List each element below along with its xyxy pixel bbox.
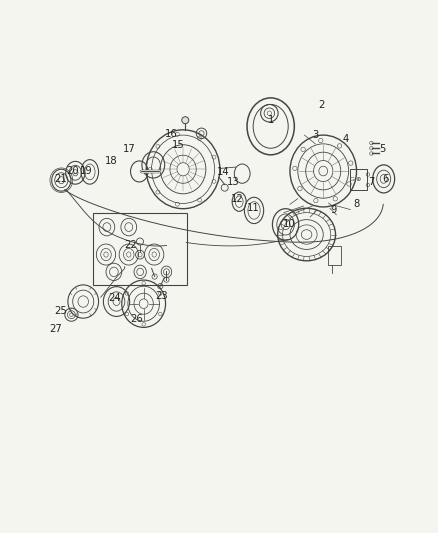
- Text: 11: 11: [247, 203, 260, 213]
- Text: 9: 9: [331, 205, 337, 215]
- Text: 25: 25: [54, 306, 67, 316]
- Text: 5: 5: [379, 144, 385, 154]
- Text: 8: 8: [353, 199, 360, 209]
- Text: 17: 17: [122, 144, 135, 154]
- Text: 16: 16: [164, 129, 177, 139]
- Text: 15: 15: [172, 140, 185, 150]
- Text: 21: 21: [54, 174, 67, 184]
- Text: 14: 14: [217, 167, 230, 177]
- Text: 4: 4: [343, 134, 349, 143]
- Text: 1: 1: [268, 115, 275, 125]
- Text: 3: 3: [312, 130, 318, 140]
- Text: 26: 26: [130, 314, 143, 324]
- Bar: [93, 213, 187, 285]
- Bar: [328, 246, 341, 265]
- Text: 27: 27: [49, 324, 63, 334]
- Text: 19: 19: [80, 166, 93, 176]
- Text: 18: 18: [105, 156, 117, 166]
- Text: 6: 6: [382, 174, 389, 184]
- Text: 13: 13: [227, 176, 239, 187]
- Text: 2: 2: [319, 100, 325, 110]
- Text: 10: 10: [283, 219, 295, 229]
- Text: G-⊕: G-⊕: [350, 177, 362, 182]
- Text: 12: 12: [231, 195, 244, 205]
- Text: 20: 20: [66, 166, 78, 176]
- Text: 23: 23: [156, 291, 168, 301]
- Circle shape: [182, 117, 189, 124]
- Text: 24: 24: [109, 293, 121, 303]
- Text: 22: 22: [124, 240, 137, 251]
- Text: 7: 7: [368, 177, 374, 188]
- Bar: [350, 169, 367, 190]
